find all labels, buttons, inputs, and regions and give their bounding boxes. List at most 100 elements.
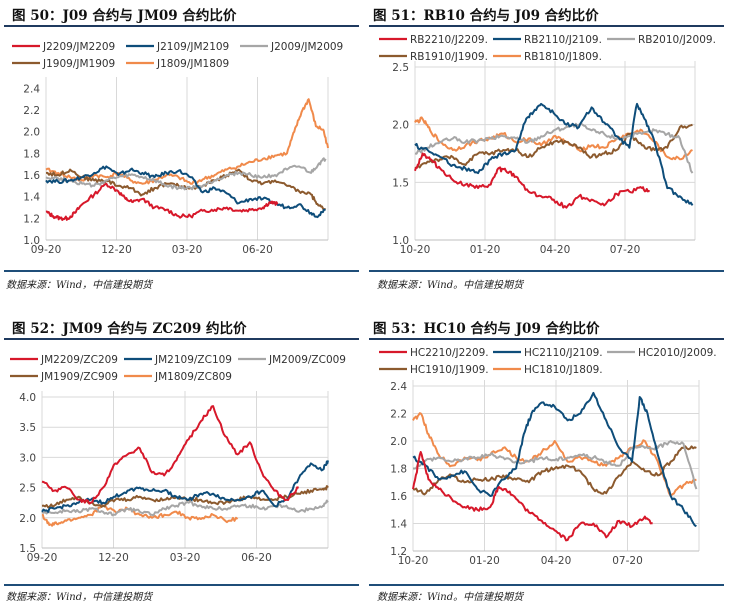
series-line-j2209-jm2209 <box>45 182 279 221</box>
line-chart: JM2209/ZC209 JM2109/ZC109 JM2009/ZC009 JM19… <box>10 354 346 564</box>
y-tick-label: 1.6 <box>390 491 407 503</box>
legend-item: JM2109/ZC109 <box>124 354 232 366</box>
series-line-rb2010-j2009 <box>414 122 694 174</box>
legend-item: JM1909/ZC909 <box>10 371 118 383</box>
chart-panel-50: 图 50：J09 合约与 JM09 合约比价 J2209/JM2209 J2109… <box>0 0 365 300</box>
source-note: 数据来源：Wind。中信建投期货 <box>377 592 524 603</box>
legend-label: JM1909/ZC909 <box>40 371 118 383</box>
series-line-j1809-jm1809 <box>45 98 329 185</box>
legend-label: RB2210/J2209. <box>410 34 488 46</box>
line-chart: RB2210/J2209. RB2110/J2109. RB2010/J2009. R… <box>379 34 716 256</box>
chart-title: 图 51：RB10 合约与 J09 合约比价 <box>373 8 599 24</box>
legend-item: RB2010/J2009. <box>607 34 716 46</box>
legend-item: RB2210/J2209. <box>379 34 488 46</box>
legend-item: RB2110/J2109. <box>493 34 602 46</box>
y-tick-label: 1.8 <box>390 464 407 476</box>
title-divider <box>4 338 359 340</box>
legend-item: JM2009/ZC009 <box>238 354 346 366</box>
y-tick-label: 2.0 <box>392 120 409 132</box>
series-line-rb2210-j2209 <box>414 152 651 209</box>
title-divider <box>4 25 359 27</box>
chart-panel-52: 图 52：JM09 合约与 ZC209 约比价 JM2209/ZC209 JM21… <box>0 303 365 603</box>
x-tick-label: 09-20 <box>27 552 58 564</box>
source-divider <box>369 270 724 272</box>
y-tick-label: 1.5 <box>392 177 409 189</box>
legend-label: JM2009/ZC009 <box>268 354 346 366</box>
series-line-hc2210-j2209 <box>412 451 653 542</box>
legend-item: J1909/JM1909 <box>12 58 115 70</box>
y-tick-label: 3.5 <box>19 422 36 434</box>
x-tick-label: 12-20 <box>98 552 129 564</box>
legend-label: HC2210/J2209. <box>410 347 489 359</box>
series-line-jm2209-zc209 <box>41 405 299 505</box>
x-tick-label: 03-20 <box>170 552 201 564</box>
title-divider <box>369 338 724 340</box>
y-tick-label: 3.0 <box>19 452 36 464</box>
legend-item: RB1810/J1809. <box>493 51 602 63</box>
line-chart: J2209/JM2209 J2109/JM2109 J2009/JM2009 J190… <box>12 41 343 256</box>
x-tick-label: 10-20 <box>400 244 431 256</box>
series-line-jm1809-zc809 <box>41 504 239 527</box>
chart-title: 图 50：J09 合约与 JM09 合约比价 <box>12 8 237 24</box>
chart-title: 图 53：HC10 合约与 J09 合约比价 <box>373 321 600 337</box>
x-tick-label: 04-20 <box>540 244 571 256</box>
y-tick-label: 4.0 <box>19 392 36 404</box>
source-divider <box>4 270 359 272</box>
y-tick-label: 1.4 <box>390 519 407 531</box>
y-tick-label: 2.5 <box>392 62 409 74</box>
y-tick-label: 2.4 <box>390 381 407 393</box>
legend-item: JM2209/ZC209 <box>10 354 118 366</box>
x-tick-label: 06-20 <box>242 244 273 256</box>
legend-label: HC2010/J2009. <box>638 347 717 359</box>
source-divider <box>369 584 724 586</box>
source-note: 数据来源：Wind，中信建投期货 <box>6 592 153 603</box>
chart-panel-53: 图 53：HC10 合约与 J09 合约比价 HC2210/J2209. HC21… <box>365 303 730 603</box>
legend-label: JM2209/ZC209 <box>40 354 118 366</box>
chart-panel-51: 图 51：RB10 合约与 J09 合约比价 RB2210/J2209. RB21… <box>365 0 730 300</box>
series-line-hc2010-j2009 <box>413 440 698 490</box>
source-note: 数据来源：Wind。中信建投期货 <box>377 280 524 291</box>
y-tick-label: 1.0 <box>23 235 40 247</box>
legend-label: RB2010/J2009. <box>638 34 716 46</box>
series-line-hc2110-j2109 <box>412 391 697 528</box>
source-divider <box>4 584 359 586</box>
series-line-jm2009-zc009 <box>41 499 329 517</box>
series-line-j2109-jm2109 <box>45 165 326 219</box>
series-line-rb1810-j1809 <box>414 116 693 161</box>
legend-item: HC2110/J2109. <box>493 347 603 359</box>
x-tick-label: 07-20 <box>610 244 641 256</box>
legend-item: HC1810/J1809. <box>493 364 603 376</box>
legend-item: HC2210/J2209. <box>379 347 489 359</box>
y-tick-label: 1.2 <box>23 213 40 225</box>
line-chart: HC2210/J2209. HC2110/J2109. HC2010/J2009. H… <box>379 347 717 567</box>
legend-label: HC1810/J1809. <box>524 364 603 376</box>
x-tick-label: 04-20 <box>541 555 572 567</box>
series-line-hc1810-j1809 <box>412 412 697 497</box>
x-tick-label: 01-20 <box>470 244 501 256</box>
legend-item: J2009/JM2009 <box>240 41 343 53</box>
y-tick-label: 1.6 <box>23 170 40 182</box>
legend-label: J2109/JM2109 <box>156 41 229 53</box>
y-tick-label: 2.0 <box>19 513 36 525</box>
y-tick-label: 1.5 <box>19 543 36 555</box>
legend-label: J2009/JM2009 <box>270 41 343 53</box>
y-tick-label: 1.2 <box>390 546 407 558</box>
legend-item: HC2010/J2009. <box>607 347 717 359</box>
legend-label: RB1910/J1909. <box>410 51 488 63</box>
legend-label: HC1910/J1909. <box>410 364 489 376</box>
title-divider <box>369 25 724 27</box>
legend-label: J2209/JM2209 <box>42 41 115 53</box>
x-tick-label: 10-20 <box>398 555 429 567</box>
legend-label: RB1810/J1809. <box>524 51 602 63</box>
series-line-rb2110-j2109 <box>414 102 694 206</box>
legend-item: HC1910/J1909. <box>379 364 489 376</box>
y-tick-label: 2.4 <box>23 83 40 95</box>
y-tick-label: 1.0 <box>392 235 409 247</box>
legend-item: RB1910/J1909. <box>379 51 488 63</box>
legend-item: JM1809/ZC809 <box>124 371 232 383</box>
legend-item: J1809/JM1809 <box>126 58 229 70</box>
x-tick-label: 07-20 <box>612 555 643 567</box>
legend-label: J1809/JM1809 <box>156 58 229 70</box>
x-tick-label: 12-20 <box>101 244 132 256</box>
legend-label: RB2110/J2109. <box>524 34 602 46</box>
